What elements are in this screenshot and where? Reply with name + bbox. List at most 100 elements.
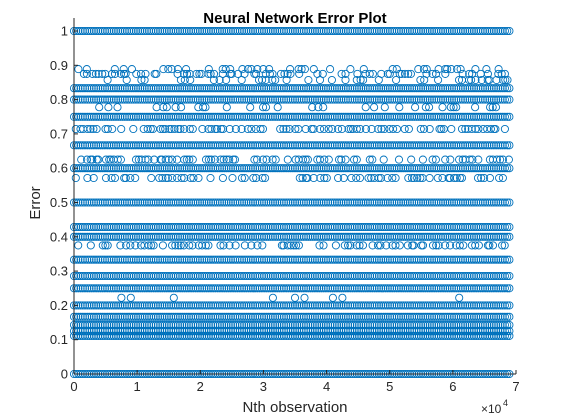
data-point [443, 255, 452, 264]
data-point [109, 327, 118, 336]
data-point [450, 95, 459, 104]
data-point [436, 271, 445, 281]
data-point [231, 320, 240, 330]
data-point [127, 164, 136, 173]
data-point [365, 69, 374, 78]
data-point [394, 26, 403, 36]
data-point [220, 255, 229, 264]
data-point [229, 84, 238, 93]
data-point [80, 198, 90, 207]
data-point [74, 84, 83, 93]
data-point [284, 301, 293, 310]
data-point [136, 327, 145, 336]
data-point [467, 222, 476, 232]
data-point [461, 198, 470, 207]
data-point [425, 124, 434, 134]
data-point [288, 327, 297, 336]
data-point [492, 327, 501, 336]
data-point [348, 198, 357, 207]
data-point [401, 255, 410, 264]
data-point [302, 271, 311, 281]
data-point [220, 284, 229, 293]
data-point [416, 327, 426, 336]
data-point [416, 173, 425, 183]
data-point [187, 141, 196, 150]
data-point [494, 69, 503, 78]
data-point [200, 255, 209, 264]
data-point [160, 271, 169, 281]
data-point [397, 327, 406, 336]
data-point [109, 331, 118, 340]
data-point [131, 141, 140, 150]
data-point [330, 284, 339, 293]
data-point [457, 173, 467, 183]
data-point [433, 173, 442, 183]
data-point [467, 232, 476, 241]
data-point [242, 141, 251, 150]
data-point [122, 141, 132, 150]
data-point [485, 327, 494, 336]
data-point [260, 95, 269, 104]
data-point [383, 164, 392, 173]
data-point [297, 232, 306, 241]
data-point [273, 301, 282, 310]
data-point [452, 141, 461, 150]
data-point [158, 232, 167, 241]
data-point [83, 84, 92, 93]
data-point [496, 112, 505, 121]
data-point [158, 320, 167, 330]
data-point [350, 320, 359, 330]
data-point [202, 198, 211, 207]
data-point [206, 312, 216, 321]
data-point [185, 155, 194, 164]
data-point [92, 141, 101, 150]
data-point [264, 232, 273, 241]
data-point [279, 141, 288, 150]
data-point [222, 26, 231, 36]
data-point [315, 84, 324, 93]
data-point [290, 141, 300, 150]
data-point [288, 320, 297, 330]
data-point [251, 164, 260, 173]
data-point [111, 232, 121, 241]
data-point [496, 232, 505, 241]
data-point [445, 320, 454, 330]
data-point [105, 112, 114, 121]
data-point [469, 222, 479, 232]
data-point [209, 271, 218, 281]
data-point [388, 320, 397, 330]
data-point [436, 284, 445, 293]
data-point [326, 301, 335, 310]
data-point [414, 65, 423, 74]
data-point [240, 284, 249, 293]
data-point [300, 293, 309, 302]
data-point [89, 124, 98, 134]
data-point [151, 232, 160, 241]
data-point [184, 141, 193, 150]
data-point [337, 255, 346, 264]
data-point [290, 331, 300, 340]
data-point [134, 198, 143, 207]
data-point [346, 124, 355, 134]
data-point [494, 112, 503, 121]
data-point [171, 232, 180, 241]
data-point [273, 312, 282, 321]
data-point [414, 198, 423, 207]
data-point [80, 112, 90, 121]
data-point [350, 84, 359, 93]
data-point [467, 95, 476, 104]
data-point [330, 84, 339, 93]
data-point [434, 198, 443, 207]
data-point [476, 95, 485, 104]
data-point [229, 320, 238, 330]
data-point [202, 232, 211, 241]
data-point [492, 112, 501, 121]
data-point [218, 255, 227, 264]
data-point [209, 75, 218, 85]
data-point [319, 141, 328, 150]
data-point [153, 164, 163, 173]
data-point [222, 331, 231, 340]
data-point [332, 271, 342, 281]
data-point [114, 164, 123, 173]
data-point [295, 284, 304, 293]
